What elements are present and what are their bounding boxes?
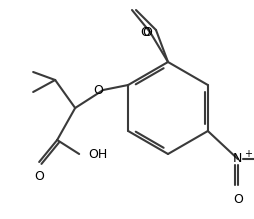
Text: N: N <box>232 152 242 166</box>
Text: O: O <box>93 83 103 97</box>
Text: O: O <box>232 193 242 206</box>
Text: O: O <box>34 170 44 183</box>
Text: OH: OH <box>88 148 107 161</box>
Text: O: O <box>141 25 151 39</box>
Text: +: + <box>243 149 251 159</box>
Text: O: O <box>139 25 149 39</box>
